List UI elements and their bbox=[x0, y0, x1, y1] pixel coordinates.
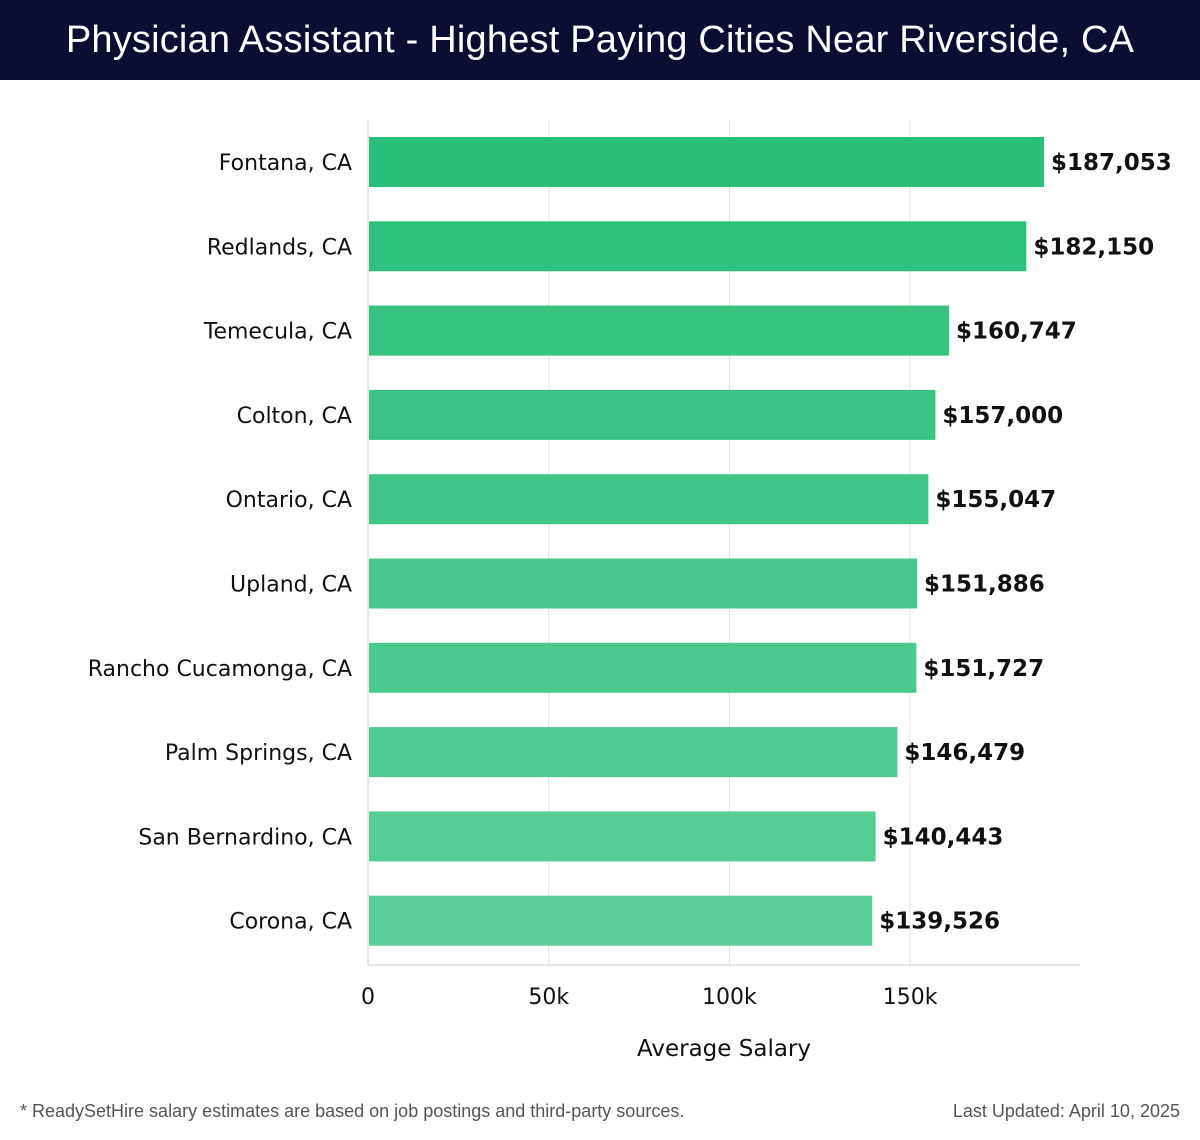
x-tick-label: 0 bbox=[361, 985, 375, 1010]
category-label: San Bernardino, CA bbox=[138, 825, 352, 850]
data-label: $182,150 bbox=[1033, 234, 1154, 260]
category-label: Temecula, CA bbox=[203, 320, 352, 345]
x-tick-label: 150k bbox=[883, 985, 938, 1010]
bar bbox=[369, 305, 949, 356]
last-updated-text: Last Updated: April 10, 2025 bbox=[952, 1101, 1180, 1121]
bar bbox=[369, 558, 917, 609]
salary-bar-chart: Fontana, CA $187,053 Redlands, CA $182,150 T… bbox=[88, 120, 1172, 1062]
category-label: Colton, CA bbox=[237, 404, 352, 429]
category-label: Corona, CA bbox=[229, 910, 352, 935]
category-label: Upland, CA bbox=[230, 573, 352, 598]
x-tick-label: 50k bbox=[528, 985, 569, 1010]
bar bbox=[369, 137, 1045, 187]
data-label: $146,479 bbox=[904, 740, 1025, 766]
data-label: $139,526 bbox=[879, 909, 1000, 935]
x-axis-label: Average Salary bbox=[637, 1036, 811, 1062]
category-label: Ontario, CA bbox=[226, 488, 352, 513]
bar bbox=[369, 811, 876, 862]
bar bbox=[369, 895, 873, 946]
data-label: $151,727 bbox=[923, 656, 1044, 682]
data-label: $140,443 bbox=[883, 824, 1004, 850]
category-label: Fontana, CA bbox=[219, 151, 352, 176]
bar bbox=[369, 389, 936, 440]
data-label: $151,886 bbox=[924, 572, 1045, 598]
category-label: Rancho Cucamonga, CA bbox=[88, 657, 352, 682]
page-title: Physician Assistant - Highest Paying Cit… bbox=[65, 18, 1135, 61]
data-label: $187,053 bbox=[1051, 150, 1172, 176]
bar bbox=[369, 727, 898, 778]
title-banner: Physician Assistant - Highest Paying Cit… bbox=[0, 0, 1200, 80]
data-label: $155,047 bbox=[935, 487, 1056, 513]
bar bbox=[369, 474, 929, 525]
category-label: Redlands, CA bbox=[207, 235, 352, 260]
x-tick-label: 100k bbox=[702, 985, 757, 1010]
category-label: Palm Springs, CA bbox=[165, 741, 352, 766]
data-label: $157,000 bbox=[942, 403, 1063, 429]
footer-note: * ReadySetHire salary estimates are base… bbox=[20, 1101, 685, 1121]
bar bbox=[369, 221, 1027, 272]
data-label: $160,747 bbox=[956, 319, 1077, 345]
bar bbox=[369, 642, 917, 693]
